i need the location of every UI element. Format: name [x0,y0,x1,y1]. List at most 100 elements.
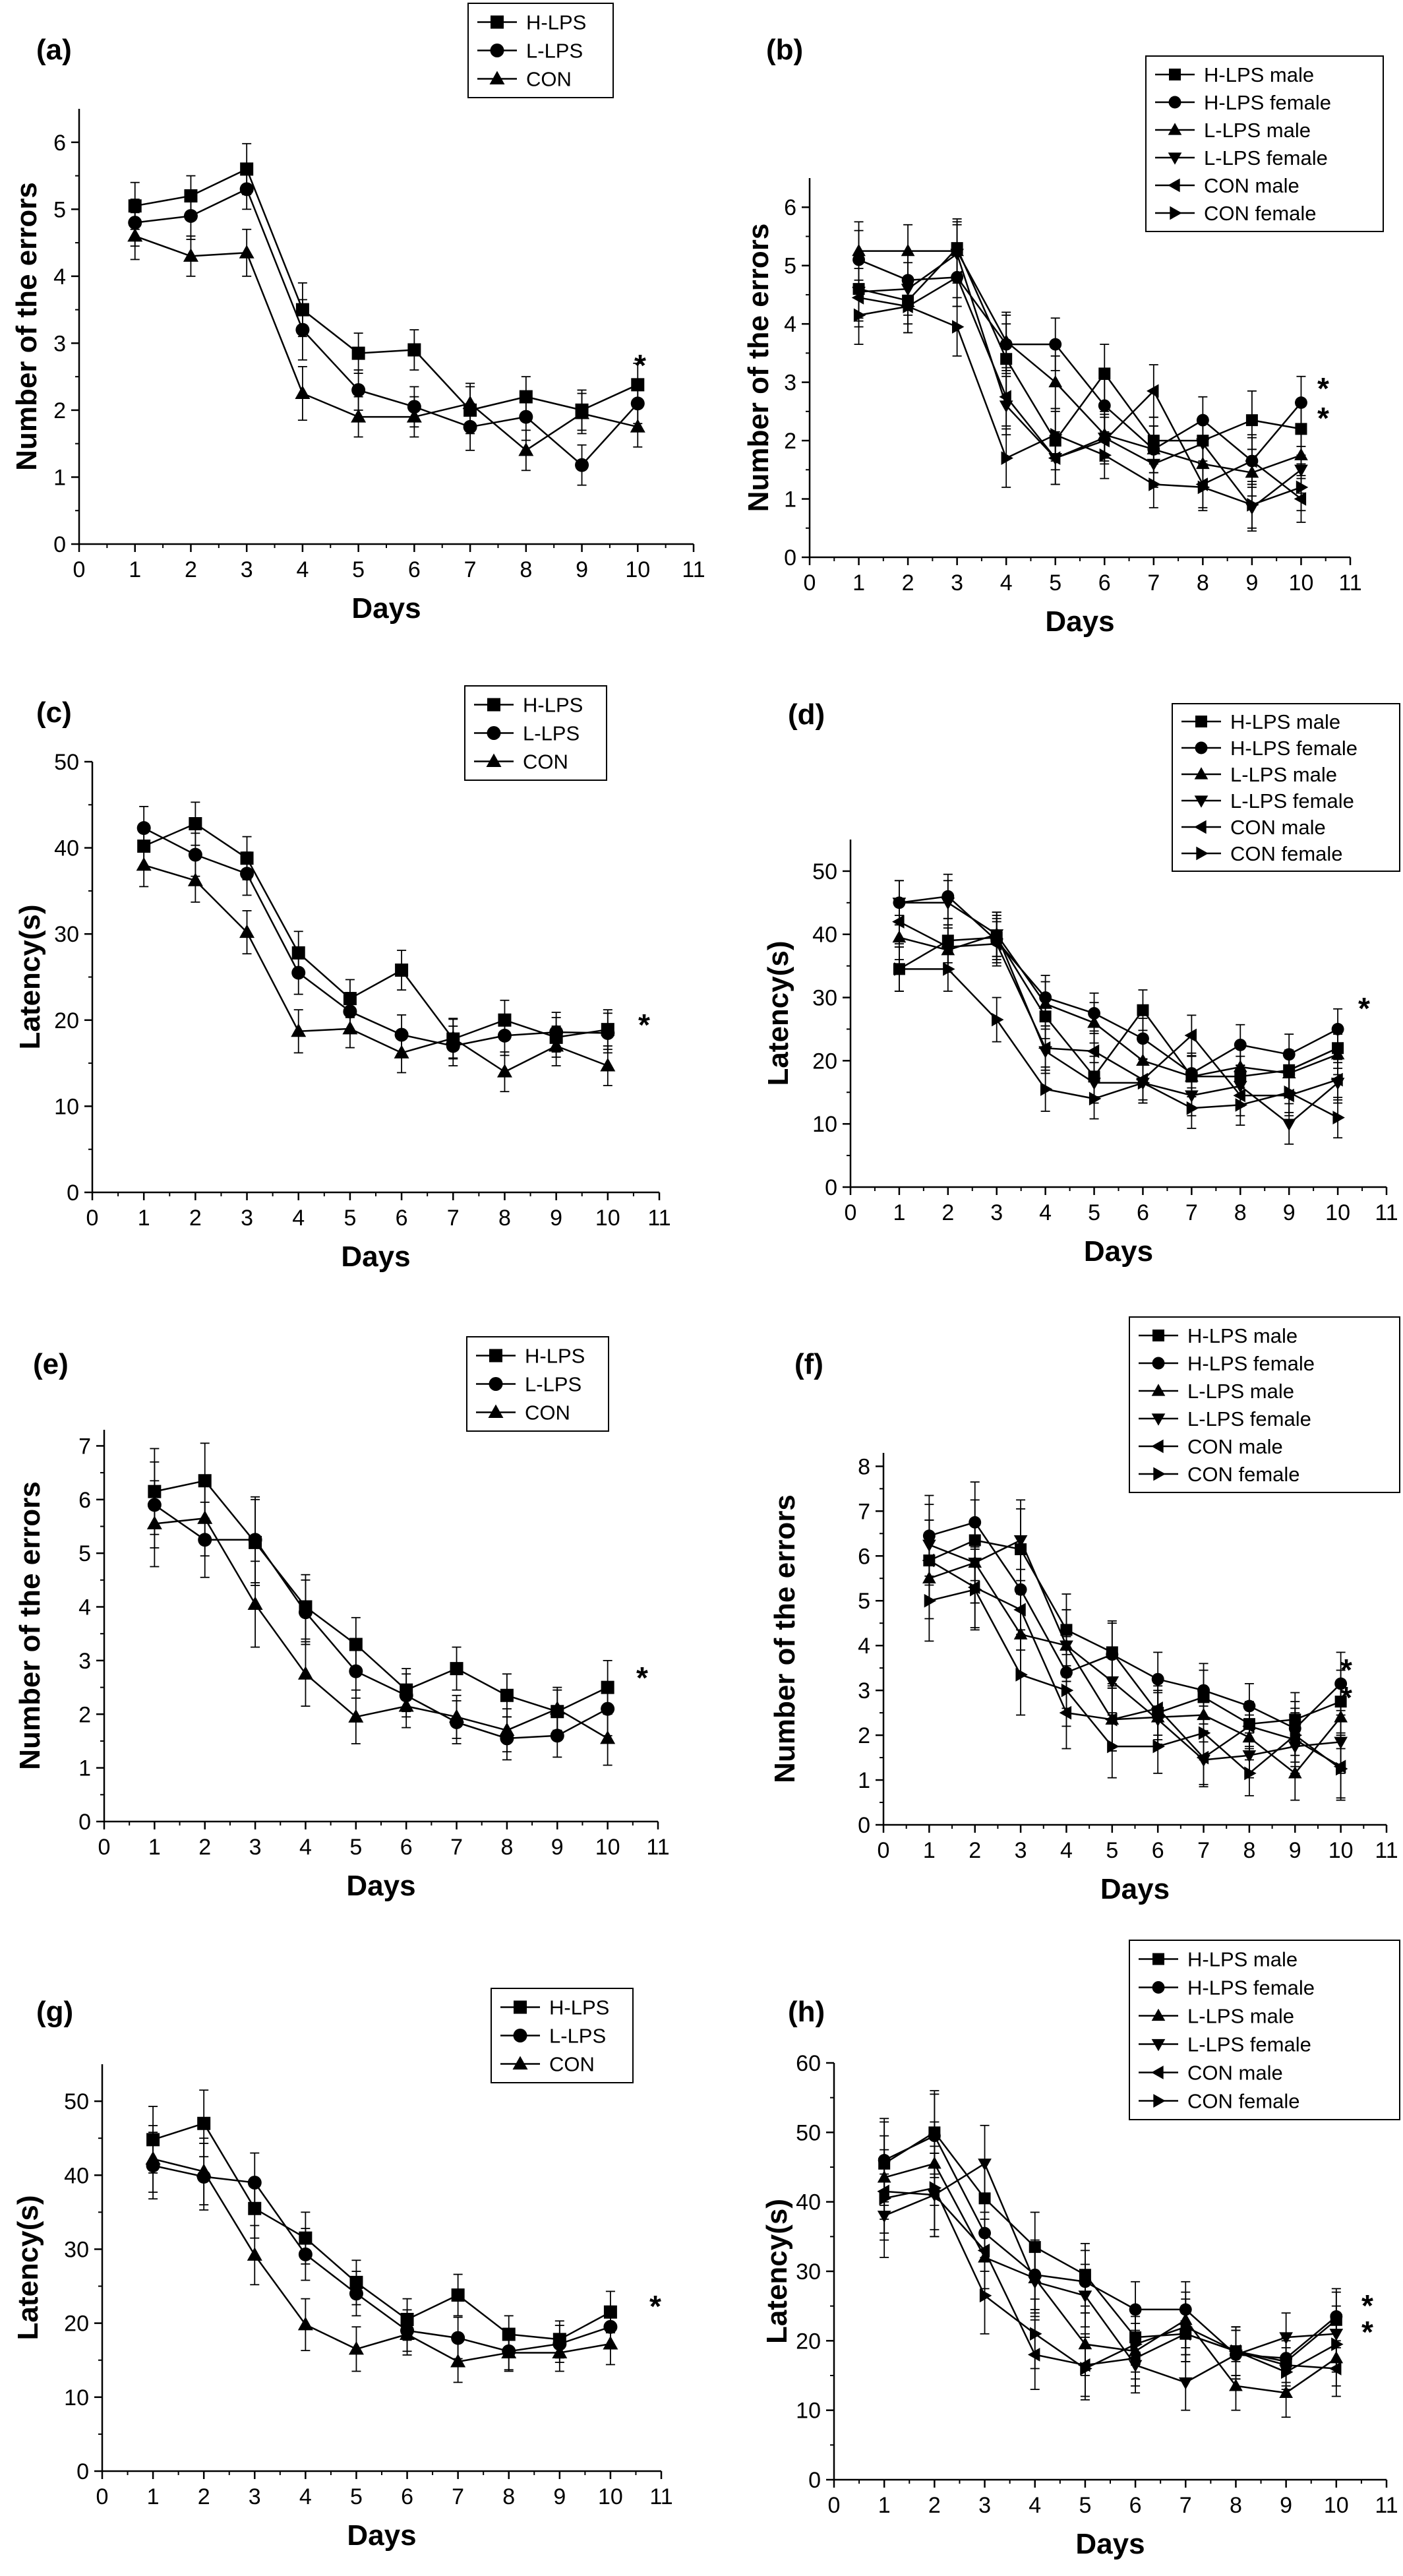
x-tick-label: 1 [923,1838,936,1863]
y-tick-label: 2 [784,429,796,454]
data-point [1233,1088,1245,1103]
data-point [1060,1640,1073,1653]
data-point [239,924,255,938]
legend: H-LPS male H-LPS female L-LPS male L-LPS fe… [1172,703,1400,872]
x-tick-label: 1 [129,557,141,582]
data-point [394,1045,409,1058]
x-tick-label: 6 [1098,570,1111,596]
data-point [497,1028,512,1043]
y-axis-title: Latency(s) [12,2195,44,2340]
x-tick-label: 4 [1000,570,1013,596]
x-tick-label: 11 [647,1206,671,1231]
data-point [1147,384,1159,398]
series-line [858,305,1301,506]
series-line [858,250,1301,474]
data-point [1197,480,1210,495]
legend-marker [1151,2039,1166,2052]
series-line [154,1518,609,1739]
x-tick-label: 9 [550,1206,562,1231]
legend-marker [1194,795,1209,808]
legend: H-LPS L-LPS CON [466,1336,609,1432]
data-point [1105,1676,1119,1689]
y-tick-label: 0 [78,1810,91,1835]
x-tick-label: 5 [343,1206,356,1231]
data-point [1137,1032,1149,1045]
y-tick-label: 4 [784,312,796,337]
legend-marker [486,753,502,767]
data-point [1080,2362,1092,2376]
data-point [901,243,915,257]
legend-marker [512,2056,528,2070]
data-point [852,243,866,257]
series-line [134,235,638,452]
data-point [1028,2277,1042,2289]
legend-entry-label: CON male [1230,816,1326,839]
series-line [134,188,639,466]
data-point [183,248,198,262]
data-point [1015,1668,1028,1682]
data-point [892,915,905,929]
x-tick-label: 5 [349,1835,362,1860]
y-tick-label: 10 [796,2399,821,2424]
series-line [899,895,1338,1074]
series-line [152,2122,611,2341]
x-axis-title: Days [1100,1873,1170,1905]
x-tick-label: 9 [1289,1838,1301,1863]
series-line [899,921,1338,1097]
data-point [903,299,915,313]
data-point [400,2326,415,2340]
legend: H-LPS male H-LPS female L-LPS male L-LPS fe… [1145,55,1384,232]
data-point [248,1533,262,1547]
legend-entry-label: CON female [1204,202,1317,225]
data-point [949,270,963,284]
data-point [197,1510,213,1524]
x-tick-label: 8 [1234,1200,1247,1225]
series-line [929,1521,1342,1730]
data-point [501,2345,517,2359]
y-tick-label: 3 [858,1678,870,1703]
data-point [1099,448,1112,462]
y-tick-label: 1 [858,1768,870,1793]
panel-label: (b) [766,34,803,66]
chart-panel: (c) 0 1 2 3 4 5 6 7 8 9 10 11 0 10 20 30 40 50 Days Latency(… [14,685,671,1273]
data-point [1038,1041,1051,1055]
legend-marker [1195,741,1208,754]
data-point [351,383,366,397]
x-tick-label: 3 [951,570,963,596]
x-tick-label: 2 [189,1206,202,1231]
y-tick-label: 3 [784,371,796,396]
data-point [1244,1766,1257,1781]
series-group [894,946,1345,1139]
legend-entry-label: L-LPS [549,2025,606,2048]
series-line [152,2158,611,2363]
data-point [1282,1119,1296,1131]
y-tick-label: 20 [796,2329,821,2354]
data-point [349,1664,363,1678]
data-point [407,343,421,357]
legend-entry-label: L-LPS male [1204,119,1311,142]
x-tick-label: 2 [969,1838,981,1863]
legend-marker [1194,767,1209,780]
y-axis-title: Number of the errors [11,182,43,471]
data-point [1027,2348,1040,2362]
significance-marker: * [1361,2315,1373,2349]
y-tick-label: 0 [825,1175,837,1200]
data-point [1098,399,1111,412]
x-tick-label: 5 [352,557,365,582]
y-tick-label: 1 [784,487,796,512]
x-axis-title: Days [341,1241,410,1273]
x-tick-label: 7 [450,1835,463,1860]
legend-entry-label: L-LPS male [1187,2005,1294,2028]
x-tick-label: 7 [1185,1200,1198,1225]
legend: H-LPS L-LPS CON [491,1988,634,2083]
y-tick-label: 0 [808,2468,821,2493]
x-tick-label: 4 [299,2484,312,2509]
data-point [970,1582,982,1597]
legend-marker [1152,1981,1165,1994]
series-line [883,2187,1337,2373]
y-tick-label: 1 [53,465,66,490]
data-point [943,962,955,976]
x-tick-label: 2 [185,557,197,582]
x-tick-label: 11 [646,1835,669,1860]
x-axis-title: Days [347,2519,416,2552]
